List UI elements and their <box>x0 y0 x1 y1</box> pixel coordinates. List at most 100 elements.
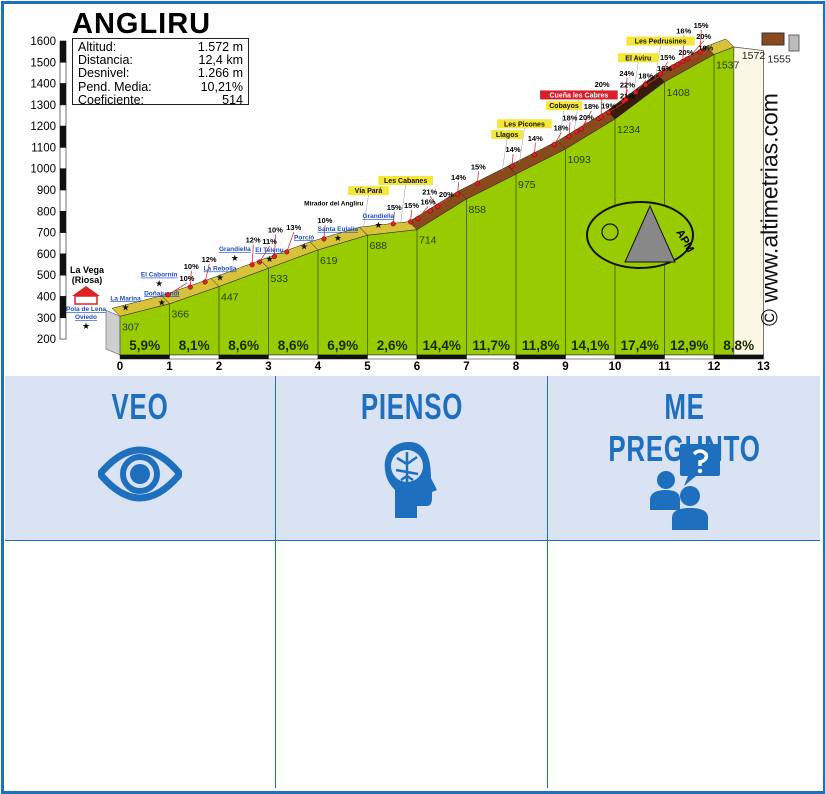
x-tick-label: 2 <box>216 361 222 373</box>
gradient-marker-group: 16% <box>676 27 691 36</box>
gradient-marker-dot <box>643 82 649 88</box>
info-label: Altitud: <box>78 40 117 54</box>
place-label: Cueña les Cabres <box>550 92 609 99</box>
place-label-group: El Telenu★ <box>255 247 283 264</box>
gradient-marker-label: 15% <box>694 21 709 30</box>
gradient-marker-group: 20% <box>579 113 594 122</box>
star-icon: ★ <box>158 297 166 307</box>
altitude-label: 1537 <box>716 59 740 71</box>
place-label-background <box>378 176 433 186</box>
gradient-marker-leader <box>286 231 295 253</box>
gradient-marker-group: 15% <box>387 203 402 212</box>
gradient-marker-group: 15% <box>404 201 419 210</box>
star-icon: ★ <box>334 233 342 243</box>
gradient-marker-group: 15% <box>694 21 709 30</box>
altitude-label: 619 <box>320 255 338 267</box>
y-axis-bar-segment <box>59 274 67 297</box>
x-axis-bar-segment <box>515 354 566 360</box>
gradient-marker-leader <box>635 80 647 93</box>
place-label: Les Picones <box>504 121 545 128</box>
gradient-marker-leader <box>625 77 628 100</box>
gradient-marker-label: 10% <box>317 216 332 225</box>
column-veo: VEO <box>5 376 275 788</box>
info-value: 1.266 m <box>197 66 243 81</box>
info-label: Distancia: <box>78 53 133 68</box>
x-tick-label: 3 <box>265 361 271 373</box>
gradient-marker-dot <box>165 292 171 298</box>
gradient-marker-group: 18% <box>584 102 599 111</box>
gradient-marker-group: 10% <box>268 226 283 235</box>
mountain-icon <box>624 204 676 263</box>
x-tick-label: 4 <box>315 361 322 373</box>
gradient-marker-label: 24% <box>619 69 634 78</box>
place-label: Llagos <box>496 132 519 139</box>
summit-sign-icon <box>761 32 785 46</box>
x-axis-bar-segment <box>367 354 418 360</box>
gradient-marker-dot <box>509 163 515 169</box>
gradient-marker-group: 14% <box>451 173 466 182</box>
x-tick-label: 5 <box>364 361 371 373</box>
y-tick-label: 600 <box>37 249 56 261</box>
altitude-label-group: 1093 <box>568 154 592 166</box>
gradient-marker-dot <box>670 64 676 70</box>
place-label-background <box>491 130 523 140</box>
gradient-marker-leader <box>672 56 687 68</box>
house-icon-body <box>74 295 98 305</box>
y-axis-bar-segment <box>59 253 67 276</box>
info-label: Desnivel: <box>78 66 130 81</box>
info-value: 10,21% <box>200 79 243 94</box>
place-label-group: Les Pedrusines <box>626 36 695 46</box>
segment-gradient-label: 8,1% <box>179 338 210 353</box>
column-me-pregunto: ME PREGUNTO <box>547 376 821 788</box>
info-value: 1.572 m <box>197 40 243 54</box>
gradient-marker-group: 20% <box>678 48 693 57</box>
direction-sign-label: Pola de Lena <box>66 306 106 313</box>
place-label: Mirador del Angliru <box>304 200 363 207</box>
gradient-marker-group: 18% <box>554 124 569 133</box>
gradient-marker-label: 10% <box>268 226 283 235</box>
star-icon: ★ <box>300 241 308 251</box>
gradient-marker-dot <box>578 126 584 132</box>
gradient-marker-dot <box>598 114 604 120</box>
gradient-marker-label: 19% <box>698 43 713 52</box>
altitude-label-group: 533 <box>271 273 289 285</box>
gradient-marker-dot <box>566 133 572 139</box>
gradient-marker-label: 12% <box>202 255 217 264</box>
place-label-group: Santa Eulalia★ <box>318 226 359 243</box>
altitude-label: 975 <box>518 179 536 191</box>
segment-gradient-label: 12,9% <box>670 338 708 353</box>
gradient-marker-leader <box>204 263 210 283</box>
gradient-marker-group: 24% <box>619 69 634 78</box>
altitude-label: 366 <box>172 309 190 321</box>
gradient-marker-dot <box>271 253 277 260</box>
x-tick-label: 13 <box>757 361 770 373</box>
gradient-marker-label: 18% <box>562 113 577 122</box>
place-label: Santa Eulalia <box>318 226 359 233</box>
gradient-marker-label: 11% <box>262 237 277 246</box>
altitude-label-group: 447 <box>221 291 239 303</box>
gradient-marker-label: 14% <box>528 134 543 143</box>
gradient-marker-label: 20% <box>595 80 610 89</box>
info-value: 12,4 km <box>198 53 243 68</box>
gradient-marker-dot <box>531 152 537 158</box>
gradient-marker-dot <box>573 129 579 135</box>
climb-info-box: Altitud: 1.572 m Distancia: 12,4 km Desniv… <box>72 38 249 107</box>
y-axis-bar-segment <box>59 147 67 170</box>
place-label-group: Doñajuandi★ <box>144 290 180 307</box>
x-tick-label: 10 <box>609 361 622 373</box>
place-label: Cobayos <box>549 103 579 110</box>
y-tick-label: 1600 <box>30 36 56 48</box>
gradient-marker-group: 10% <box>317 216 332 225</box>
place-label-group: El Aviru <box>617 53 659 63</box>
place-label-background <box>540 90 618 100</box>
altitude-label: 688 <box>370 240 388 252</box>
gradient-marker-group: 18% <box>562 113 577 122</box>
y-tick-label: 400 <box>37 291 56 303</box>
gradient-marker-label: 10% <box>184 262 199 271</box>
place-leader <box>558 110 565 143</box>
gradient-marker-dot <box>249 262 255 268</box>
info-row: Coeficiente: 514 <box>78 93 243 107</box>
place-label-group: Vía Pará <box>348 186 389 196</box>
column-title: PIENSO <box>360 386 464 427</box>
gradient-marker-dot <box>697 49 703 55</box>
